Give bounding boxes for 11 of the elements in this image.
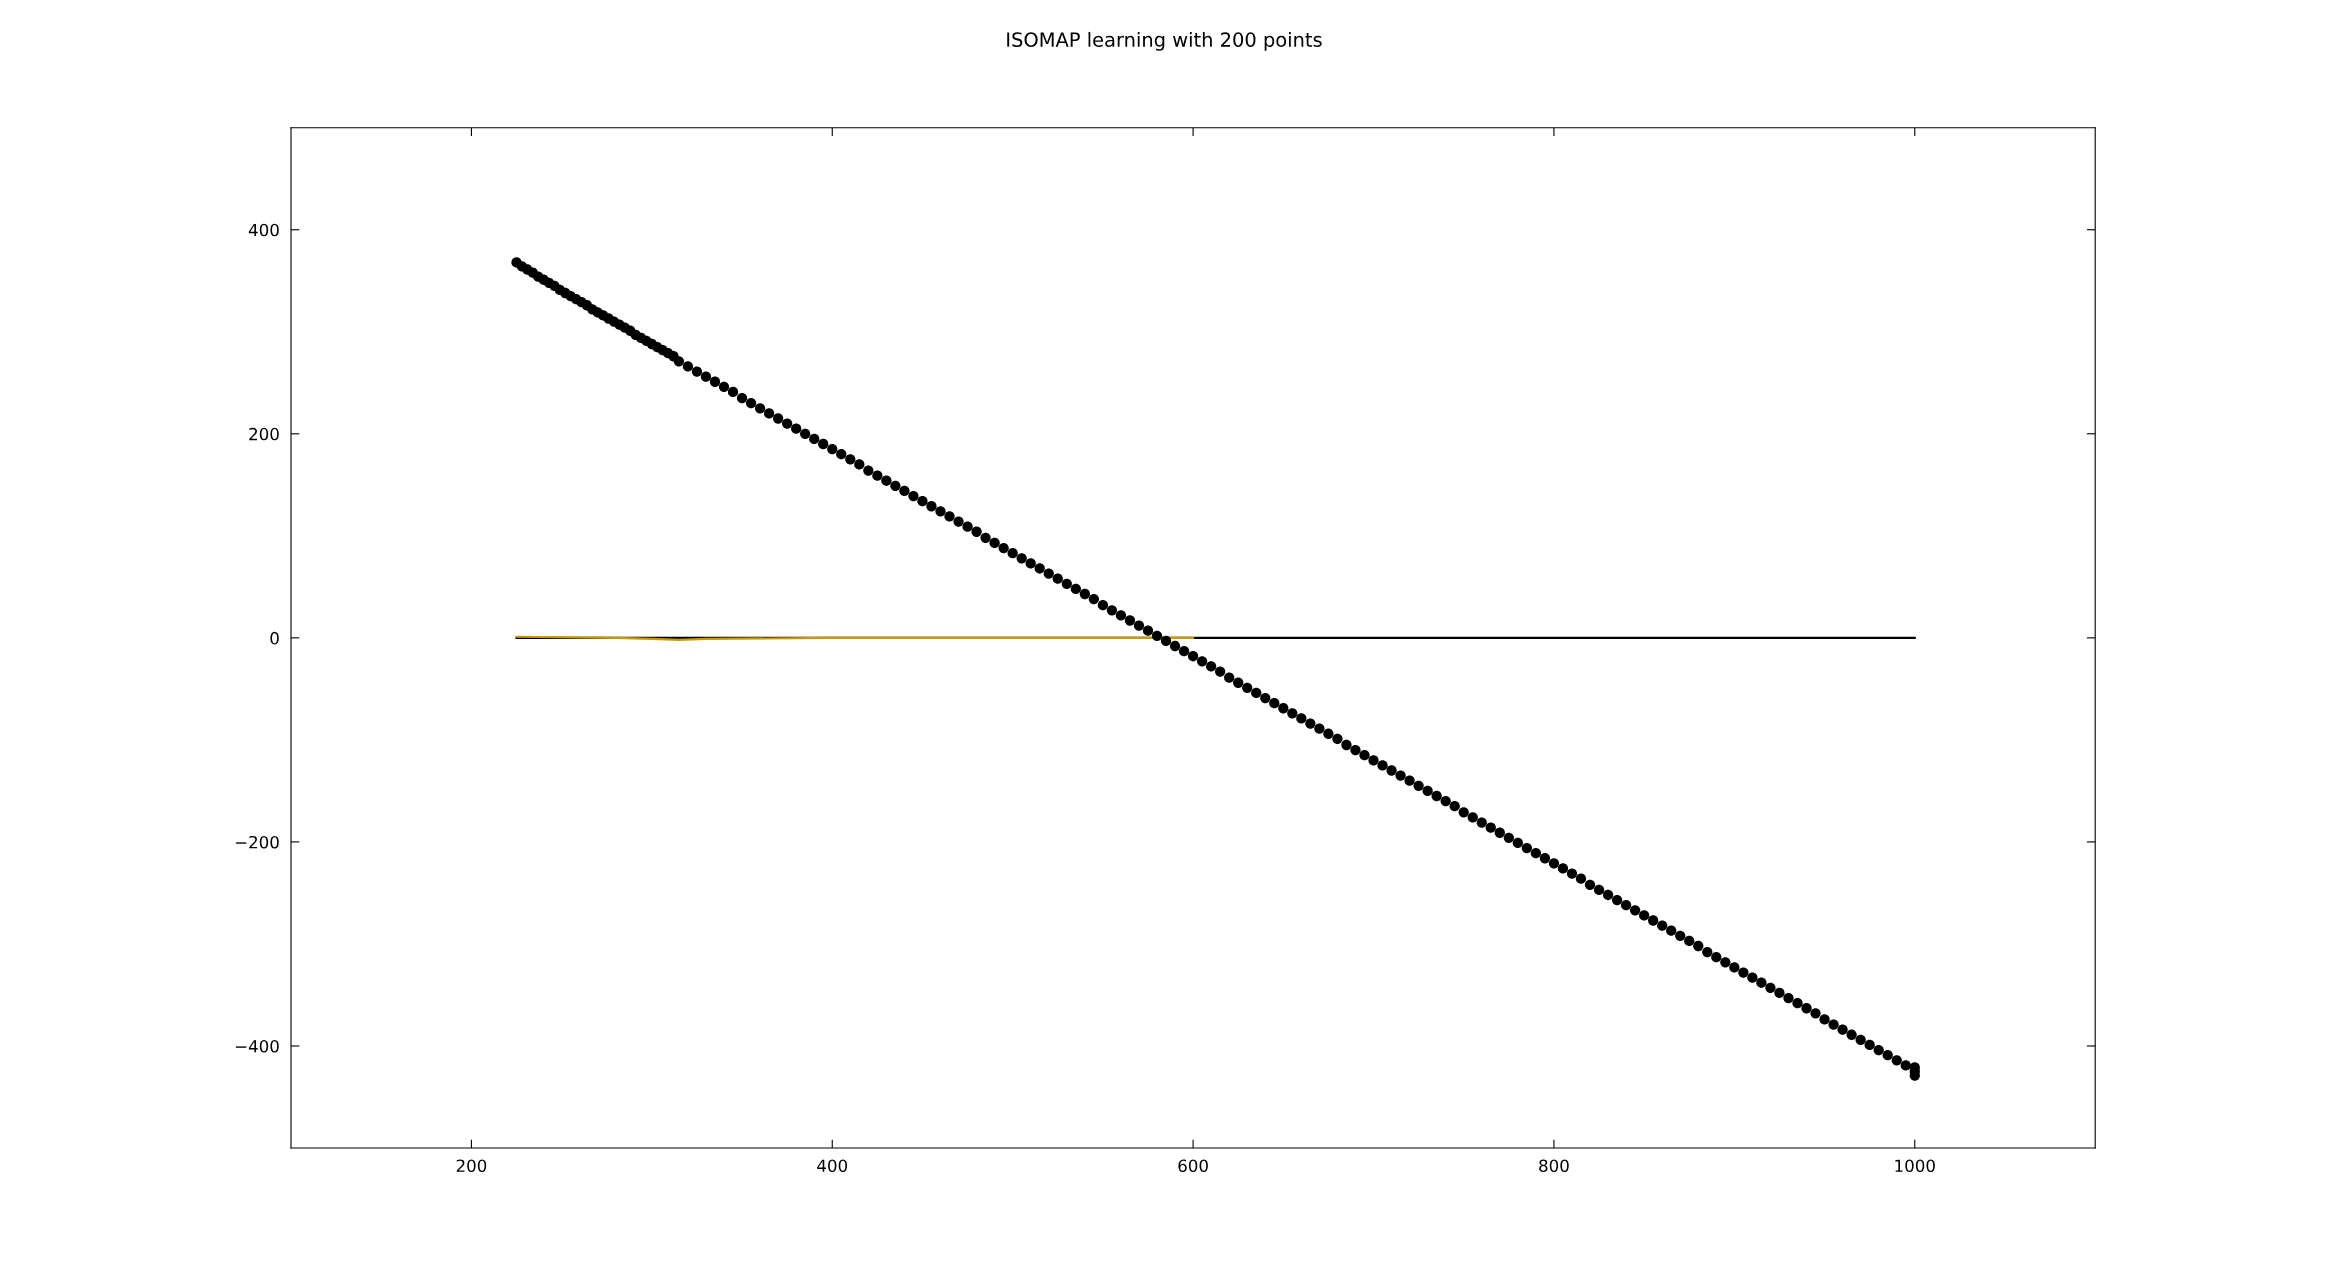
y-tick-label: 0 [270,631,279,645]
chart-title: ISOMAP learning with 200 points [1007,31,1322,51]
x-tick-label: 200 [456,1159,487,1173]
y-tick-label: −200 [235,835,279,849]
x-tick-label: 400 [817,1159,848,1173]
x-tick-label: 1000 [1895,1159,1935,1173]
y-tick-label: 400 [248,223,279,237]
x-tick-label: 600 [1178,1159,1208,1173]
y-tick-label: 200 [249,427,279,441]
x-tick-label: 800 [1539,1159,1569,1173]
y-tick-label: −400 [235,1039,279,1053]
